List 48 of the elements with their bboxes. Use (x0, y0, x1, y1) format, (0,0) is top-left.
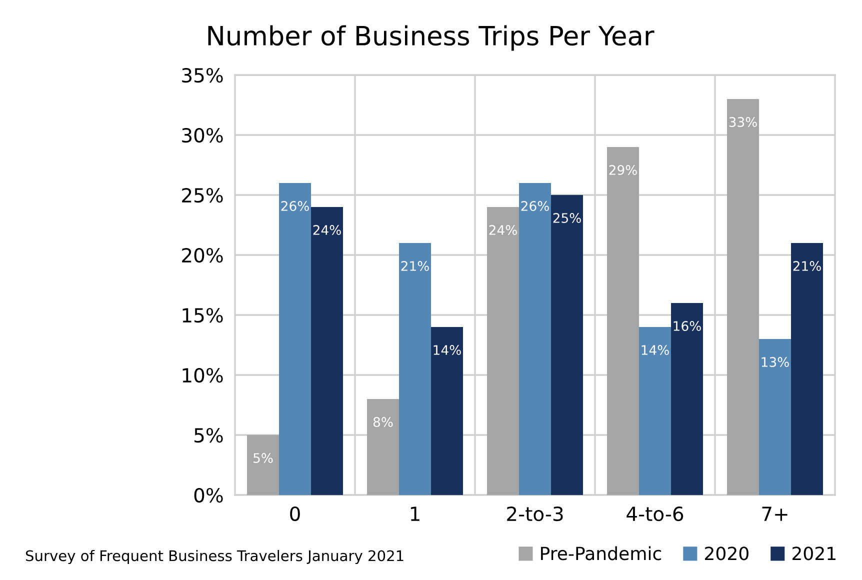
chart-title: Number of Business Trips Per Year (208, 25, 654, 51)
y-tick-label: 35% (182, 68, 223, 83)
bar (727, 99, 759, 495)
y-tick-label: 20% (182, 248, 223, 263)
bar (639, 327, 671, 495)
legend-label: 2020 (705, 546, 748, 560)
bar (759, 339, 791, 495)
bar (791, 243, 823, 495)
x-tick-label: 4-to-6 (626, 506, 684, 522)
x-tick-label: 2-to-3 (507, 506, 563, 522)
bar (367, 399, 399, 495)
y-tick-label: 10% (182, 368, 223, 383)
text: 14% (642, 345, 669, 355)
text: 29% (609, 165, 637, 175)
bar (247, 435, 279, 495)
text: 8% (373, 417, 393, 427)
y-tick-label: 0% (194, 488, 223, 503)
text: 33% (729, 117, 757, 127)
text: 21% (793, 261, 821, 271)
text: 26% (281, 201, 309, 211)
x-tick-label: 7+ (762, 506, 788, 521)
bar (431, 327, 463, 495)
legend-label: 2021 (792, 546, 836, 560)
text: 14% (434, 345, 461, 355)
bar (487, 207, 519, 495)
text: 26% (521, 201, 549, 211)
text: 25% (553, 213, 581, 223)
bar (399, 243, 431, 495)
x-tick-label: 1 (410, 506, 420, 521)
text: 21% (401, 261, 429, 271)
legend-label: Pre-Pandemic (541, 546, 662, 560)
text: 16% (674, 321, 701, 331)
y-tick-label: 5% (194, 428, 223, 443)
bar (279, 183, 311, 495)
x-tick-label: 0 (290, 506, 300, 522)
bar (607, 147, 639, 495)
y-tick-label: 30% (182, 128, 223, 143)
y-tick-label: 15% (182, 308, 223, 323)
text: 24% (313, 225, 341, 235)
y-tick-label: 25% (182, 188, 223, 203)
bar (671, 303, 703, 495)
bar (551, 195, 583, 495)
text: Survey of Frequent Business Travelers January 2021 (26, 550, 404, 564)
text: 24% (489, 225, 517, 235)
bar (311, 207, 343, 495)
bar (519, 183, 551, 495)
text: 13% (762, 357, 789, 367)
text: 5% (254, 453, 273, 463)
